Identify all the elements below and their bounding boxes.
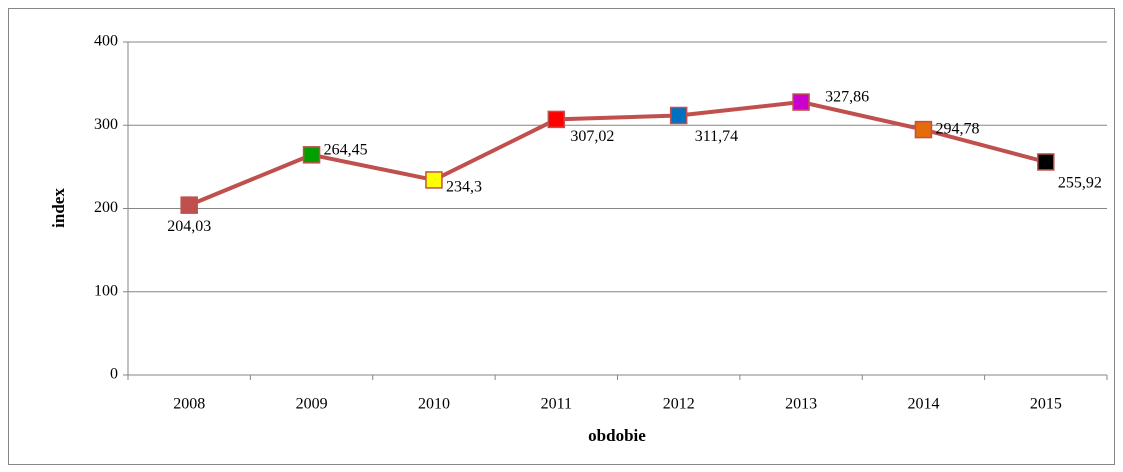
marker: [180, 196, 198, 214]
line: [188, 100, 1047, 207]
marker: [792, 93, 810, 111]
y-tick-label: 100: [94, 282, 118, 299]
data-label: 255,92: [1058, 175, 1102, 192]
marker: [1037, 153, 1055, 171]
x-tick-label: 2011: [541, 396, 572, 413]
marker: [425, 171, 443, 189]
data-label: 234,3: [446, 179, 482, 196]
x-tick-label: 2010: [418, 396, 450, 413]
x-tick-label: 2015: [1030, 396, 1062, 413]
y-tick-label: 0: [110, 366, 118, 383]
data-label: 294,78: [935, 120, 979, 137]
chart-frame: [8, 8, 1115, 465]
marker: [302, 146, 321, 164]
data-label: 307,02: [570, 128, 614, 145]
x-tick-label: 2013: [785, 396, 817, 413]
data-label: 264,45: [324, 142, 368, 159]
y-axis-title: index: [49, 188, 68, 228]
x-tick-label: 2008: [173, 396, 205, 413]
data-label: 204,03: [167, 218, 211, 235]
x-tick-label: 2014: [907, 396, 939, 413]
y-tick-label: 200: [94, 199, 118, 216]
marker: [914, 120, 933, 139]
marker: [669, 106, 688, 125]
data-label: 327,86: [825, 89, 869, 106]
data-label: 311,74: [695, 128, 738, 145]
x-axis-title: obdobie: [588, 426, 646, 445]
x-tick-label: 2012: [663, 396, 695, 413]
marker: [547, 110, 566, 129]
x-tick-label: 2009: [296, 396, 328, 413]
y-tick-label: 300: [94, 116, 118, 133]
y-tick-label: 400: [94, 33, 118, 50]
